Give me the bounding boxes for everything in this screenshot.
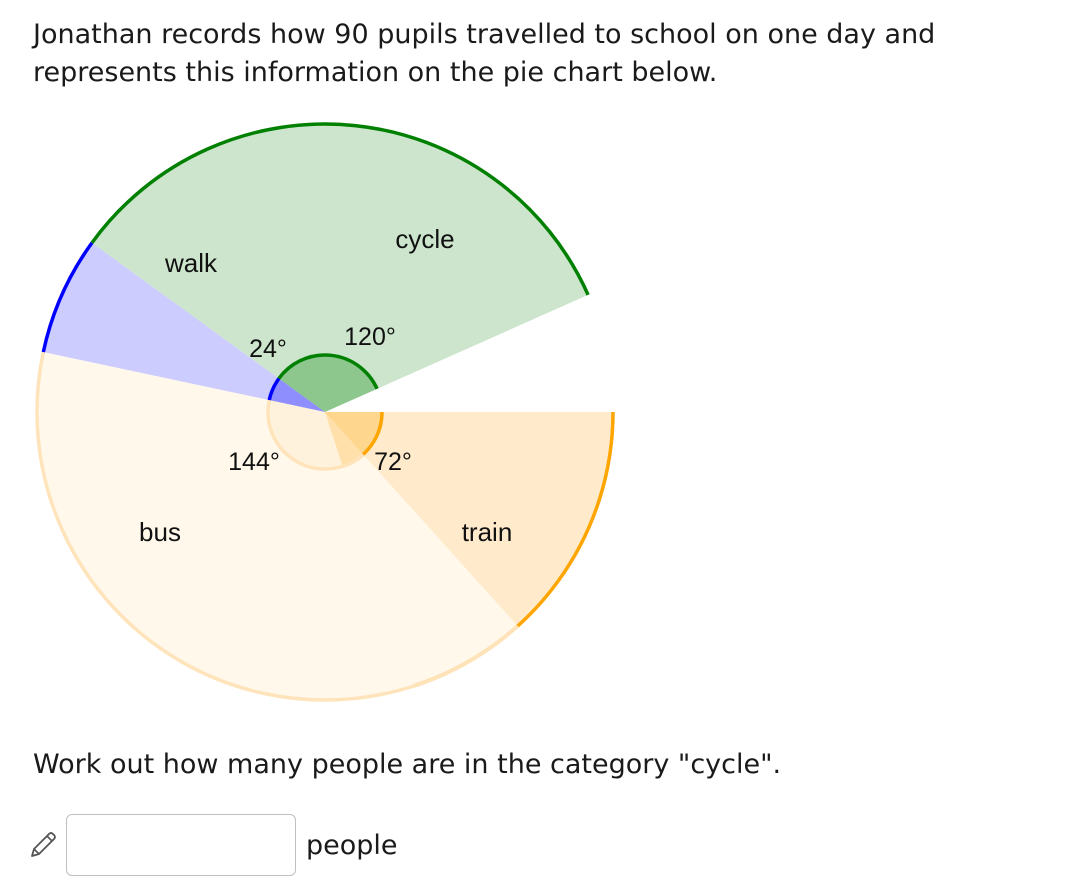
question-prompt: Work out how many people are in the cate… <box>33 749 782 780</box>
angle-label-bus: 144° <box>228 448 280 476</box>
answer-row: people <box>26 811 398 879</box>
pie-arc-cycle <box>90 122 590 296</box>
angle-arc-walk <box>267 377 281 401</box>
pie-arc-bus <box>35 351 519 702</box>
slice-label-walk: walk <box>164 248 218 278</box>
slice-labels: walk cycle train bus <box>139 224 512 547</box>
pie-slice-walk <box>43 242 325 412</box>
answer-input[interactable] <box>66 814 296 876</box>
angle-sector-train <box>325 412 382 467</box>
pie-slice-bus <box>36 352 518 701</box>
pencil-icon <box>31 832 56 857</box>
pie-outer-arcs <box>35 122 615 702</box>
pie-chart: walk cycle train bus 24° 120° 72° 144° <box>35 122 615 702</box>
question-intro: Jonathan records how 90 pupils travelled… <box>33 19 936 88</box>
slice-label-cycle: cycle <box>395 224 454 254</box>
slice-label-train: train <box>462 517 513 547</box>
angle-label-walk: 24° <box>249 335 287 363</box>
answer-unit-label: people <box>306 829 398 861</box>
angle-label-train: 72° <box>374 448 412 476</box>
angle-arc-bus <box>266 399 365 471</box>
pie-slices <box>36 123 613 701</box>
angle-sector-walk <box>269 378 325 412</box>
angle-sector-bus <box>268 400 364 469</box>
pie-slice-cycle <box>92 123 589 412</box>
angle-label-cycle: 120° <box>344 323 396 351</box>
angle-markers <box>266 353 384 471</box>
pie-arc-walk <box>41 241 94 353</box>
angle-arc-cycle <box>277 353 379 390</box>
angle-labels: 24° 120° 72° 144° <box>228 323 412 476</box>
angle-sector-cycle <box>278 355 378 412</box>
slice-label-bus: bus <box>139 517 181 547</box>
